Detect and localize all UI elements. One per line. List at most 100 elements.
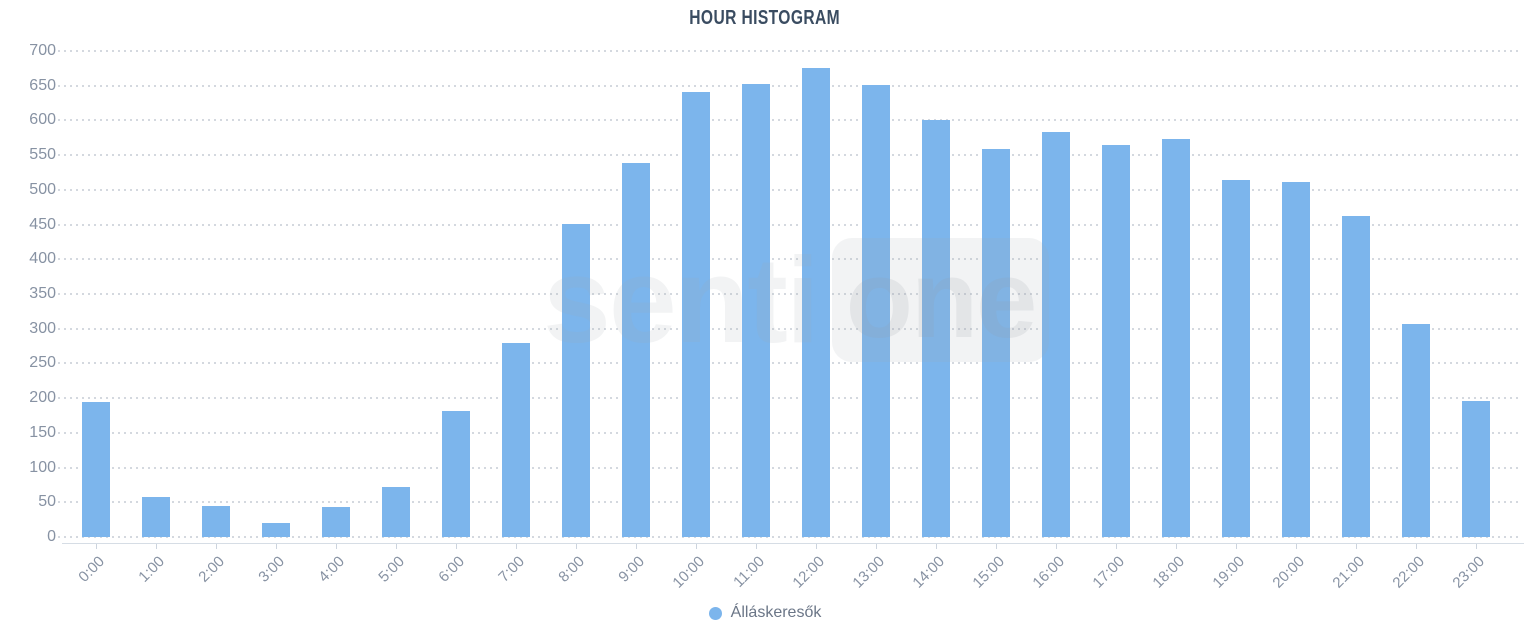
x-axis-tick — [276, 543, 277, 549]
bar-21:00[interactable] — [1342, 216, 1370, 537]
x-axis-tick — [1236, 543, 1237, 549]
bar-17:00[interactable] — [1102, 145, 1130, 537]
x-axis-tick-label: 2:00 — [195, 553, 229, 586]
x-axis-tick — [456, 543, 457, 549]
bar-18:00[interactable] — [1162, 139, 1190, 537]
bar-16:00[interactable] — [1042, 132, 1070, 537]
bar-9:00[interactable] — [622, 163, 650, 537]
x-axis-tick — [516, 543, 517, 549]
x-axis-tick — [1476, 543, 1477, 549]
legend-marker-icon[interactable] — [708, 606, 722, 620]
x-axis-tick — [696, 543, 697, 549]
bar-15:00[interactable] — [982, 149, 1010, 537]
x-axis-tick-label: 3:00 — [255, 553, 289, 586]
y-axis-tick-label: 500 — [29, 180, 56, 198]
x-axis-line — [62, 543, 1524, 544]
bar-14:00[interactable] — [922, 120, 950, 537]
x-axis-tick-label: 11:00 — [730, 553, 769, 591]
x-axis-tick — [816, 543, 817, 549]
bar-11:00[interactable] — [742, 84, 770, 537]
category-slot-12:00: 12:00 — [786, 51, 846, 592]
x-axis-tick — [1176, 543, 1177, 549]
bar-7:00[interactable] — [502, 343, 530, 537]
x-axis-tick — [1356, 543, 1357, 549]
category-slot-23:00: 23:00 — [1446, 51, 1506, 592]
category-slot-2:00: 2:00 — [186, 51, 246, 586]
y-axis-tick-label: 650 — [29, 76, 56, 94]
x-axis-tick — [756, 543, 757, 549]
bar-22:00[interactable] — [1402, 324, 1430, 537]
bar-23:00[interactable] — [1462, 401, 1490, 537]
bar-19:00[interactable] — [1222, 180, 1250, 537]
x-axis-tick — [936, 543, 937, 549]
category-slot-22:00: 22:00 — [1386, 51, 1446, 592]
bar-0:00[interactable] — [82, 402, 110, 537]
category-slot-15:00: 15:00 — [966, 51, 1026, 592]
y-axis-tick-label: 50 — [38, 493, 56, 511]
x-axis-tick-label: 21:00 — [1329, 553, 1369, 592]
category-slot-11:00: 11:00 — [726, 51, 786, 591]
bar-1:00[interactable] — [142, 497, 170, 537]
category-slot-19:00: 19:00 — [1206, 51, 1266, 592]
bar-5:00[interactable] — [382, 487, 410, 537]
bar-4:00[interactable] — [322, 507, 350, 537]
x-axis-tick-label: 23:00 — [1449, 553, 1489, 592]
x-axis-tick — [576, 543, 577, 549]
y-axis-tick-label: 350 — [29, 285, 56, 302]
y-axis-tick-label: 250 — [29, 354, 56, 372]
category-slot-9:00: 9:00 — [606, 51, 666, 586]
x-axis-tick — [636, 543, 637, 549]
x-axis-tick — [396, 543, 397, 549]
x-axis-tick-label: 20:00 — [1269, 553, 1309, 592]
category-slot-8:00: 8:00 — [546, 51, 606, 586]
y-axis-tick-label: 300 — [29, 319, 56, 337]
x-axis-tick-label: 18:00 — [1149, 553, 1189, 592]
x-axis-tick — [156, 543, 157, 549]
category-slot-13:00: 13:00 — [846, 51, 906, 592]
bar-13:00[interactable] — [862, 85, 890, 537]
chart-title: HOUR HISTOGRAM — [689, 7, 841, 29]
bar-2:00[interactable] — [202, 506, 230, 537]
category-slot-21:00: 21:00 — [1326, 51, 1386, 592]
x-axis-tick-label: 22:00 — [1389, 553, 1429, 592]
plot-area: 0:00 1:00 2:00 3:00 4:00 5:00 6:00 7:00 8:00 9:00… — [58, 50, 1520, 592]
y-axis-tick-label: 0 — [47, 528, 56, 545]
y-axis-tick-label: 150 — [29, 423, 56, 441]
bar-20:00[interactable] — [1282, 182, 1310, 537]
category-slot-3:00: 3:00 — [246, 51, 306, 586]
bar-6:00[interactable] — [442, 411, 470, 537]
x-axis-tick-label: 7:00 — [495, 553, 529, 586]
x-axis-tick-label: 10:00 — [669, 553, 709, 592]
category-slot-7:00: 7:00 — [486, 51, 546, 586]
category-slot-5:00: 5:00 — [366, 51, 426, 586]
x-axis-tick — [216, 543, 217, 549]
y-axis-labels: 0 50 100 150 200 250 300 350 400 450 500 550 600 650 7… — [0, 42, 56, 545]
x-axis-tick-label: 4:00 — [315, 553, 349, 586]
x-axis-tick-label: 14:00 — [909, 553, 949, 592]
x-axis-tick — [336, 543, 337, 549]
bar-12:00[interactable] — [802, 68, 830, 537]
legend-label[interactable]: Álláskeresők — [730, 604, 822, 621]
x-axis-tick — [1056, 543, 1057, 549]
category-slot-20:00: 20:00 — [1266, 51, 1326, 592]
x-axis-tick-label: 9:00 — [615, 553, 649, 586]
bar-10:00[interactable] — [682, 92, 710, 537]
x-axis-tick-label: 17:00 — [1089, 553, 1129, 592]
bar-8:00[interactable] — [562, 224, 590, 537]
x-axis-tick — [1116, 543, 1117, 549]
x-axis-tick-label: 8:00 — [555, 553, 589, 586]
bar-3:00[interactable] — [262, 523, 290, 537]
y-axis-tick-label: 100 — [29, 458, 56, 476]
x-axis-tick-label: 6:00 — [435, 553, 469, 586]
x-axis-tick-label: 0:00 — [75, 553, 109, 586]
x-axis-tick — [1416, 543, 1417, 549]
x-axis-tick-label: 13:00 — [849, 553, 889, 592]
x-axis-tick-label: 12:00 — [789, 553, 829, 592]
x-axis-tick-label: 1:00 — [135, 553, 169, 586]
y-axis-tick-label: 450 — [29, 215, 56, 233]
y-axis-tick-label: 200 — [29, 389, 56, 407]
category-slot-14:00: 14:00 — [906, 51, 966, 592]
category-slot-0:00: 0:00 — [66, 51, 126, 586]
category-slot-16:00: 16:00 — [1026, 51, 1086, 592]
legend[interactable]: Álláskeresők — [0, 604, 1530, 622]
